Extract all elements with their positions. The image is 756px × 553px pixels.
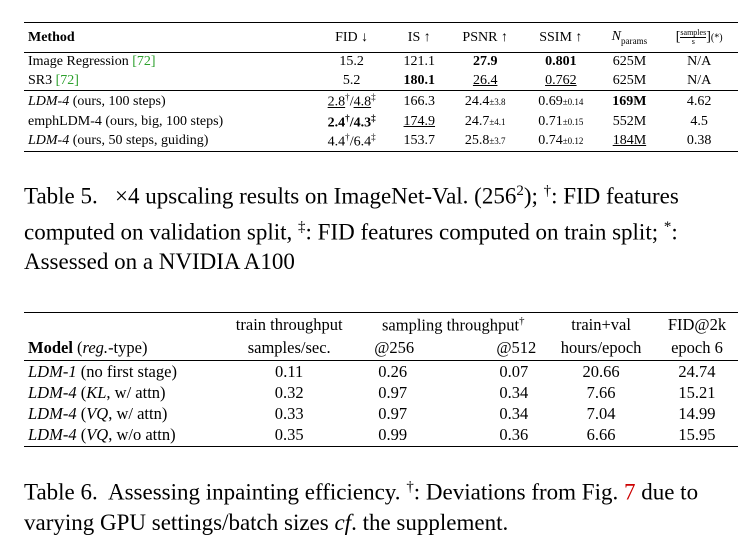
table-row: LDM-1 (no first stage) 0.11 0.26 0.07 20… (24, 360, 738, 383)
table-6-caption: Table 6. Assessing inpainting efficiency… (24, 479, 699, 535)
header-is: IS ↑ (407, 29, 431, 45)
table-row: emphLDM-4 (ours, big, 100 steps) 2.4†/4.… (28, 112, 708, 131)
header-method: Method (28, 29, 75, 45)
table-row: LDM-4 (KL, w/ attn) 0.32 0.97 0.34 7.66 … (28, 383, 716, 402)
header-sampling-throughput: sampling throughput† (382, 314, 525, 335)
header-model: Model (reg.-type) (28, 338, 148, 358)
table-6-header-row-1: train throughput sampling throughput† tr… (24, 312, 738, 337)
header-psnr: PSNR ↑ (462, 29, 508, 45)
table-6-grid: train throughput sampling throughput† tr… (24, 312, 738, 447)
header-train-throughput: train throughput (235, 314, 343, 334)
header-train-val: train+val (571, 314, 631, 334)
table-6: train throughput sampling throughput† tr… (24, 312, 738, 447)
header-fid: FID ↓ (335, 29, 369, 45)
header-nparams: Nparams (611, 29, 648, 46)
table-row: LDM-4 (VQ, w/o attn) 0.35 0.99 0.36 6.66… (24, 425, 738, 447)
header-samples-per-sec: [samples s](*) (675, 28, 723, 46)
table-row: SR3 [72] 5.2 180.1 26.4 0.762 625M N/A (28, 72, 712, 88)
table-row: LDM-4 (ours, 50 steps, guiding) 4.4†/6.4… (24, 132, 738, 152)
table-5-caption: Table 5. ×4 upscaling results on ImageNe… (24, 183, 679, 275)
table-6-header-row-2: Model (reg.-type) samples/sec. @256 @512… (24, 337, 738, 361)
figure-link[interactable]: 7 (623, 479, 636, 505)
header-ssim: SSIM ↑ (539, 29, 583, 45)
table-row: Image Regression [72] 15.2 121.1 27.9 0.… (24, 52, 738, 72)
citation-link[interactable]: [72] (132, 54, 156, 70)
table-row: LDM-4 (VQ, w/ attn) 0.33 0.97 0.34 7.04 … (28, 404, 716, 423)
table-row: LDM-4 (ours, 100 steps) 2.8†/4.8‡ 166.3 … (24, 90, 738, 113)
table-5-grid: Method FID ↓ IS ↑ PSNR ↑ SSIM ↑ Nparams … (24, 22, 738, 152)
table-5: Method FID ↓ IS ↑ PSNR ↑ SSIM ↑ Nparams … (24, 22, 738, 152)
header-fid: FID@2k (667, 314, 727, 334)
table-5-header-row: Method FID ↓ IS ↑ PSNR ↑ SSIM ↑ Nparams … (24, 22, 738, 53)
citation-link[interactable]: [72] (55, 72, 79, 88)
